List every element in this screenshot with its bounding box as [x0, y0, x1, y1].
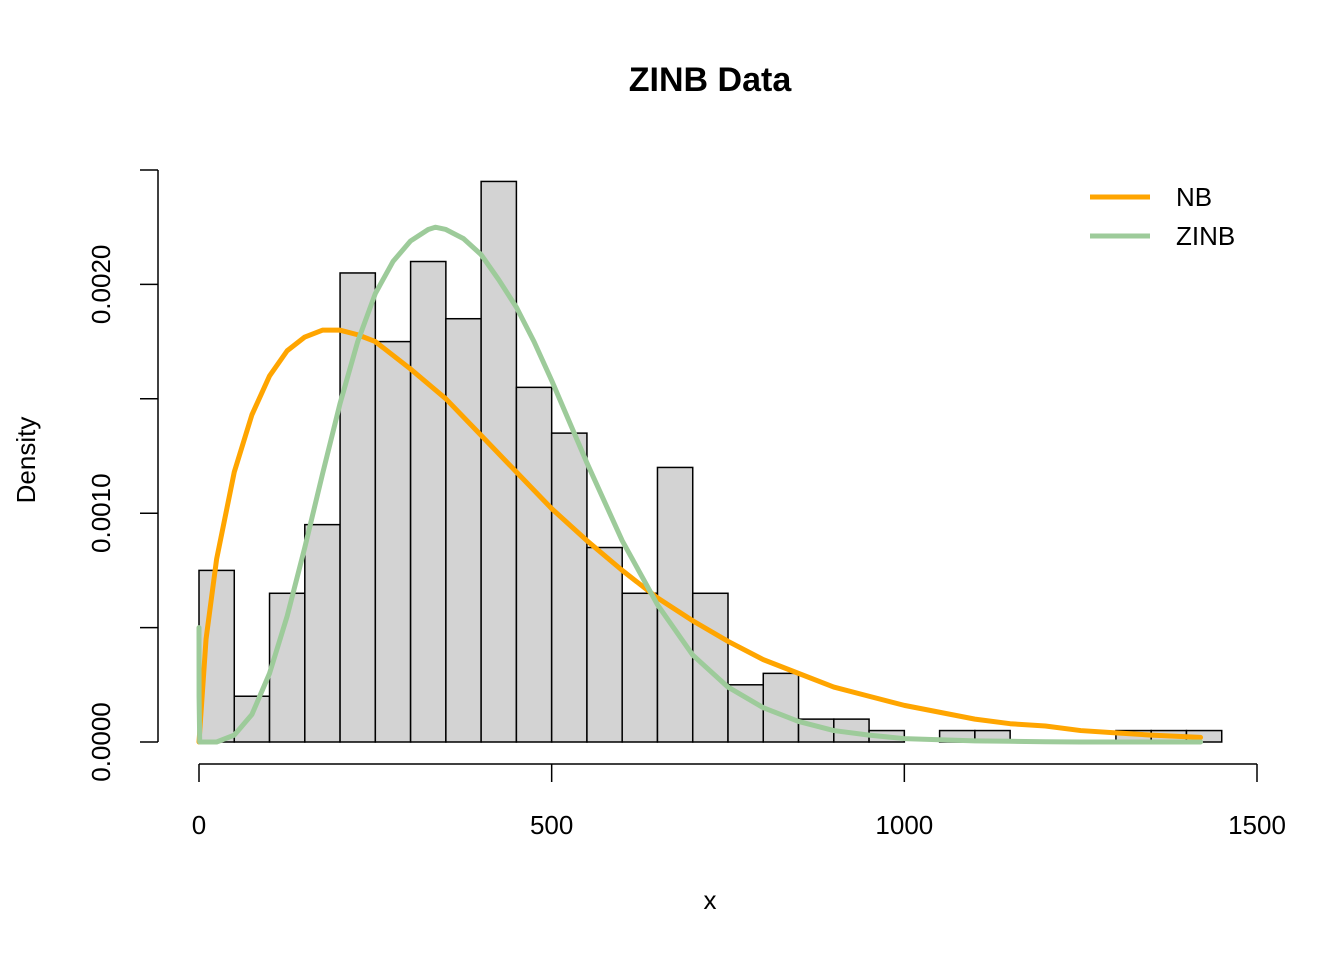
histogram-bars [198, 180, 1223, 743]
legend: NB ZINB [1090, 182, 1235, 251]
histogram-bar [339, 272, 377, 743]
histogram-bar [515, 386, 553, 743]
histogram-bar [445, 317, 482, 743]
x-axis-label: x [704, 885, 717, 915]
density-curves [196, 224, 1204, 745]
legend-label-zinb: ZINB [1176, 221, 1235, 251]
density-curve-nb [196, 327, 1204, 745]
x-tick-label: 1500 [1228, 810, 1286, 840]
y-tick-label: 0.0020 [86, 245, 116, 325]
x-tick-label: 1000 [875, 810, 933, 840]
y-tick-label: 0.0000 [86, 702, 116, 782]
x-tick-label: 500 [530, 810, 573, 840]
density-curve-zinb [196, 224, 1204, 745]
histogram-bar [374, 340, 412, 743]
histogram-bar [233, 695, 271, 743]
histogram-bar [304, 523, 341, 743]
legend-label-nb: NB [1176, 182, 1212, 212]
y-tick-label: 0.0010 [86, 473, 116, 553]
histogram-bar [550, 432, 588, 743]
histogram-bar [409, 260, 447, 743]
histogram-bar [586, 546, 623, 743]
histogram-bar [621, 592, 659, 743]
histogram-bar [691, 592, 729, 743]
y-axis-label: Density [11, 417, 41, 504]
chart-title: ZINB Data [629, 61, 793, 99]
x-tick-label: 0 [192, 810, 206, 840]
histogram-bar [727, 684, 765, 743]
histogram-bar [656, 466, 694, 743]
y-axis: 0.0000 0.0010 0.0020 [86, 169, 159, 782]
x-axis: 0 500 1000 1500 [192, 763, 1286, 840]
